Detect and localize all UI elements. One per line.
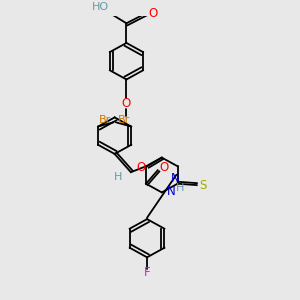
Text: O: O xyxy=(122,98,131,110)
Text: HO: HO xyxy=(92,2,109,12)
Text: H: H xyxy=(176,183,184,193)
Text: H: H xyxy=(114,172,123,182)
Text: O: O xyxy=(136,161,145,174)
Text: N: N xyxy=(167,184,176,197)
Text: O: O xyxy=(148,7,157,20)
Text: N: N xyxy=(171,172,180,185)
Text: Br: Br xyxy=(118,115,130,124)
Text: Br: Br xyxy=(99,115,112,124)
Text: S: S xyxy=(199,178,206,192)
Text: F: F xyxy=(144,266,150,279)
Text: O: O xyxy=(159,161,169,175)
